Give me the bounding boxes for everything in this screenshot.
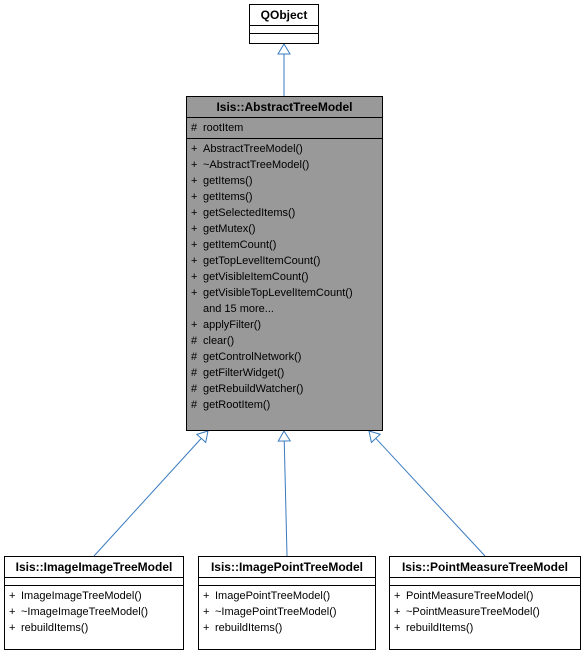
method-row: +ImageImageTreeModel() bbox=[9, 588, 179, 604]
method-row: +applyFilter() bbox=[191, 317, 378, 333]
method-row: +~PointMeasureTreeModel() bbox=[394, 604, 576, 620]
method-row: +rebuildItems() bbox=[394, 620, 576, 636]
class-methods: +AbstractTreeModel()+~AbstractTreeModel(… bbox=[187, 139, 382, 415]
class-attrs bbox=[390, 578, 580, 586]
method-row: +getVisibleTopLevelItemCount() bbox=[191, 285, 378, 301]
class-title: QObject bbox=[250, 5, 318, 26]
method-row: #clear() bbox=[191, 333, 378, 349]
class-pointmeasuretreemodel: Isis::PointMeasureTreeModel +PointMeasur… bbox=[389, 556, 581, 650]
method-row: +ImagePointTreeModel() bbox=[203, 588, 371, 604]
method-row: +getItems() bbox=[191, 189, 378, 205]
method-row: +~AbstractTreeModel() bbox=[191, 157, 378, 173]
class-attrs bbox=[5, 578, 183, 586]
method-row: +getItems() bbox=[191, 173, 378, 189]
method-row: +~ImagePointTreeModel() bbox=[203, 604, 371, 620]
method-row: and 15 more... bbox=[191, 301, 378, 317]
method-row: +getSelectedItems() bbox=[191, 205, 378, 221]
class-qobject: QObject bbox=[249, 4, 319, 44]
method-row: +rebuildItems() bbox=[9, 620, 179, 636]
class-attrs bbox=[250, 26, 318, 34]
class-imagepointtreemodel: Isis::ImagePointTreeModel +ImagePointTre… bbox=[198, 556, 376, 650]
method-row: #getRootItem() bbox=[191, 397, 378, 413]
method-row: +~ImageImageTreeModel() bbox=[9, 604, 179, 620]
class-title: Isis::ImageImageTreeModel bbox=[5, 557, 183, 578]
attr-row: #rootItem bbox=[191, 120, 378, 136]
class-abstracttreemodel: Isis::AbstractTreeModel #rootItem +Abstr… bbox=[186, 96, 383, 431]
class-methods: +ImagePointTreeModel()+~ImagePointTreeMo… bbox=[199, 586, 375, 638]
class-imageimagetreemodel: Isis::ImageImageTreeModel +ImageImageTre… bbox=[4, 556, 184, 650]
method-row: +getVisibleItemCount() bbox=[191, 269, 378, 285]
class-attrs: #rootItem bbox=[187, 118, 382, 139]
class-methods: +PointMeasureTreeModel()+~PointMeasureTr… bbox=[390, 586, 580, 638]
method-row: +getItemCount() bbox=[191, 237, 378, 253]
class-methods: +ImageImageTreeModel()+~ImageImageTreeMo… bbox=[5, 586, 183, 638]
class-methods bbox=[250, 34, 318, 42]
class-title: Isis::AbstractTreeModel bbox=[187, 97, 382, 118]
class-title: Isis::PointMeasureTreeModel bbox=[390, 557, 580, 578]
method-row: +getTopLevelItemCount() bbox=[191, 253, 378, 269]
method-row: #getFilterWidget() bbox=[191, 365, 378, 381]
method-row: #getRebuildWatcher() bbox=[191, 381, 378, 397]
method-row: +AbstractTreeModel() bbox=[191, 141, 378, 157]
class-title: Isis::ImagePointTreeModel bbox=[199, 557, 375, 578]
method-row: #getControlNetwork() bbox=[191, 349, 378, 365]
method-row: +getMutex() bbox=[191, 221, 378, 237]
method-row: +PointMeasureTreeModel() bbox=[394, 588, 576, 604]
class-attrs bbox=[199, 578, 375, 586]
method-row: +rebuildItems() bbox=[203, 620, 371, 636]
